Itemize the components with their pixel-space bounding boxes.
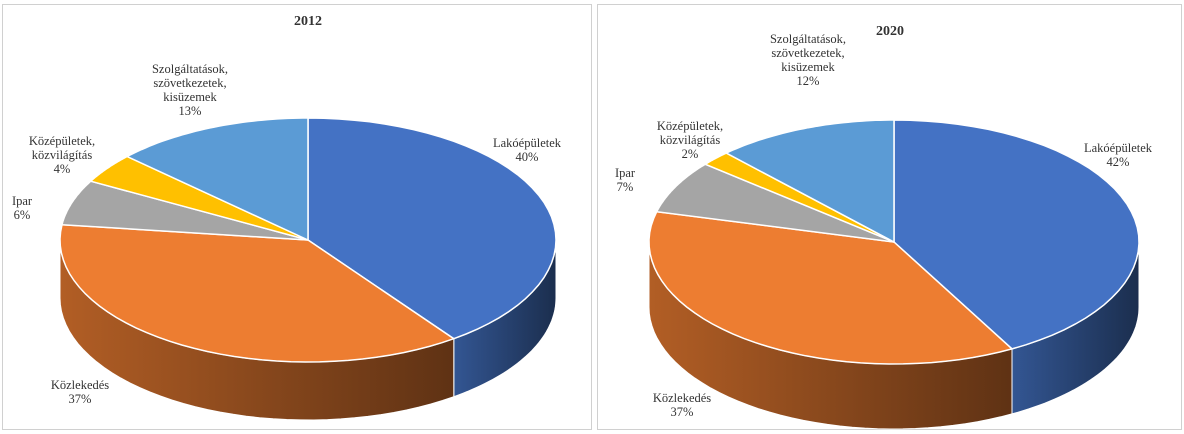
value-label: 40% [515,150,539,164]
value-label: 37% [68,392,92,406]
category-label: Közlekedés [50,378,110,392]
category-label: Ipar [11,194,33,208]
slice-label: Ipar 6% [2,194,42,222]
slice-label: Lakóépületek 42% [1073,141,1163,169]
slice-label: Ipar 7% [605,166,645,194]
slice [61,180,309,241]
value-label: 12% [796,74,820,88]
chart-title: 2012 [294,14,322,29]
value-label: 42% [1106,155,1130,169]
category-label: Lakóépületek [492,136,562,150]
category-label: Középületek, közvilágítás [656,119,724,147]
panel [2,4,592,430]
value-label: 7% [616,180,634,194]
slice-label: Középületek, közvilágítás 2% [645,119,735,161]
slice [893,119,1140,350]
category-label: Szolgáltatások, szövetkezetek, kisüzemek [151,62,229,104]
category-label: Közlekedés [652,391,712,405]
value-label: 13% [178,104,202,118]
category-label: Középületek, közvilágítás [28,134,96,162]
value-label: 6% [13,208,31,222]
slice [703,152,895,243]
slice-label: Szolgáltatások, szövetkezetek, kisüzemek… [140,62,240,118]
value-label: 2% [681,147,699,161]
slice [59,223,456,363]
slice [648,210,1014,365]
category-label: Ipar [614,166,636,180]
slice-label: Középületek, közvilágítás 4% [17,134,107,176]
panel [597,4,1182,430]
value-label: 37% [670,405,694,419]
slice-label: Közlekedés 37% [35,378,125,406]
slice [125,117,309,242]
value-label: 4% [53,162,71,176]
slice-label: Lakóépületek 40% [482,136,572,164]
slice-label: Közlekedés 37% [637,391,727,419]
slice [724,119,895,244]
slice [655,163,895,243]
slice [307,117,557,340]
chart-title: 2020 [876,24,904,39]
category-label: Szolgáltatások, szövetkezetek, kisüzemek [769,32,847,74]
slice-label: Szolgáltatások, szövetkezetek, kisüzemek… [758,32,858,88]
slice [89,155,309,241]
category-label: Lakóépületek [1083,141,1153,155]
